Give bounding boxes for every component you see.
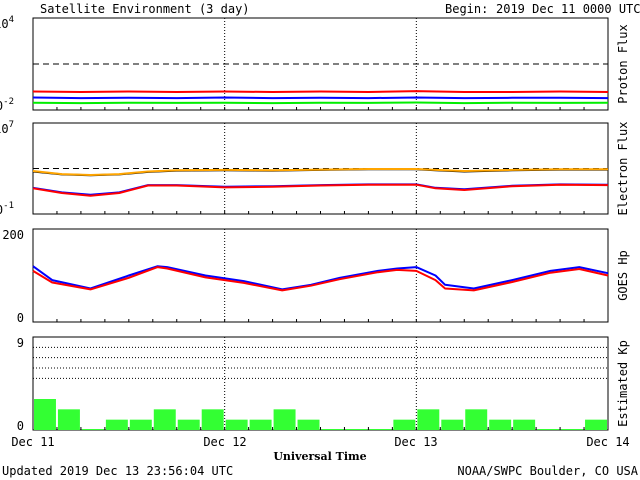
kp-bar xyxy=(177,419,200,430)
y-tick-label: 107 xyxy=(0,120,14,136)
series-red xyxy=(32,90,609,93)
series-red xyxy=(32,266,609,292)
series-green xyxy=(32,101,609,105)
y-tick-label: 9 xyxy=(17,336,24,350)
kp-bar xyxy=(153,409,176,430)
x-axis-label: Universal Time xyxy=(273,450,366,463)
x-tick-label: Dec 13 xyxy=(394,435,437,449)
kp-bar xyxy=(129,419,152,430)
goes-hp-panel: 200 0 GOES Hp xyxy=(2,228,630,325)
kp-bar xyxy=(321,429,344,430)
kp-bar xyxy=(441,419,464,430)
y-tick-label: 10-2 xyxy=(0,97,14,113)
kp-bar xyxy=(81,429,104,430)
kp-bar xyxy=(297,419,320,430)
kp-bar xyxy=(561,429,584,430)
x-tick-label: Dec 14 xyxy=(586,435,629,449)
series-red xyxy=(32,183,609,197)
kp-bar xyxy=(513,419,536,430)
panel-frame xyxy=(32,228,609,323)
series-blue xyxy=(32,265,609,291)
y-tick-label: 200 xyxy=(2,228,24,242)
credit-text: NOAA/SWPC Boulder, CO USA xyxy=(457,464,638,478)
updated-timestamp: Updated 2019 Dec 13 23:56:04 UTC xyxy=(2,464,233,478)
kp-bar xyxy=(34,399,56,430)
kp-bar xyxy=(489,419,512,430)
y-axis-label: GOES Hp xyxy=(616,250,630,301)
y-tick-label: 104 xyxy=(0,15,14,31)
kp-bar xyxy=(465,409,488,430)
series-blue xyxy=(32,96,609,100)
kp-bar xyxy=(417,409,440,430)
panel-frame xyxy=(32,17,609,111)
kp-bar xyxy=(273,409,296,430)
kp-bar xyxy=(393,419,416,430)
kp-bar xyxy=(201,409,224,430)
kp-bar xyxy=(345,429,368,430)
kp-bar xyxy=(585,419,607,430)
kp-bar xyxy=(249,419,272,430)
y-axis-label: Electron Flux xyxy=(616,122,630,216)
kp-bar xyxy=(537,429,560,430)
y-axis-label: Estimated Kp xyxy=(616,340,630,427)
electron-flux-panel: 107 10-1 Electron Flux xyxy=(0,120,630,217)
begin-label: Begin: xyxy=(445,2,488,16)
chart-title: Satellite Environment (3 day) xyxy=(40,2,250,16)
panel-frame xyxy=(32,122,609,215)
y-tick-label: 0 xyxy=(17,311,24,325)
y-axis-label: Proton Flux xyxy=(616,24,630,103)
kp-bar xyxy=(57,409,80,430)
kp-bar xyxy=(225,419,248,430)
estimated-kp-panel: 9 0 Estimated Kp xyxy=(17,336,630,433)
y-tick-label: 0 xyxy=(17,419,24,433)
kp-bar xyxy=(369,429,392,430)
x-tick-label: Dec 12 xyxy=(203,435,246,449)
x-tick-label: Dec 11 xyxy=(11,435,54,449)
panel-frame xyxy=(32,336,609,431)
series-orange xyxy=(32,168,608,176)
y-tick-label: 10-1 xyxy=(0,201,14,217)
begin-value: 2019 Dec 11 0000 UTC xyxy=(496,2,640,16)
proton-flux-panel: 104 10-2 Proton Flux xyxy=(0,15,630,113)
kp-bar xyxy=(105,419,128,430)
